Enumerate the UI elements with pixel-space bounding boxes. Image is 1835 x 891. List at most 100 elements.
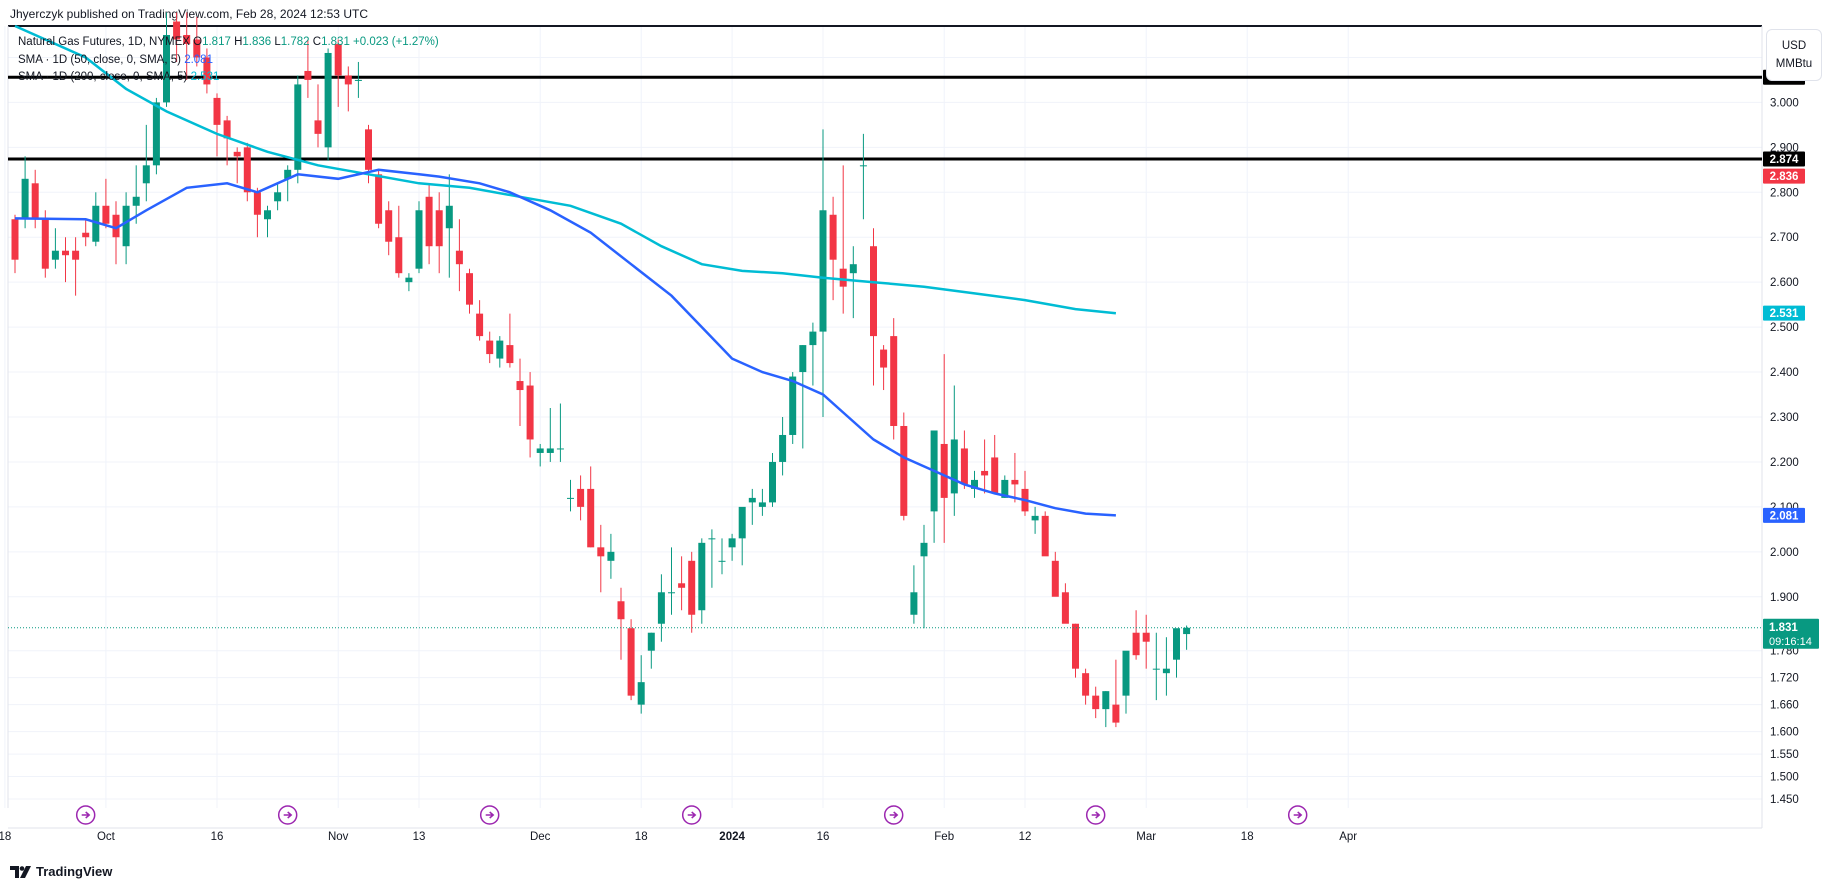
candle-body (163, 34, 170, 103)
candle (1061, 583, 1069, 624)
event-marker-arrow (1293, 811, 1303, 819)
candle-body (253, 192, 261, 215)
candle-body (799, 345, 807, 373)
candle-body (466, 273, 473, 305)
time-tick-label: 2024 (719, 831, 745, 843)
sma50-legend-value: 2.081 (184, 53, 213, 66)
symbol-info-row[interactable]: Natural Gas Futures, 1D, NYMEX O1.817 H1… (18, 34, 439, 52)
price-change: +0.023 (+1.27%) (353, 36, 439, 48)
time-tick-label: Oct (97, 831, 116, 843)
candle-body (536, 448, 544, 453)
candle-body (72, 250, 80, 260)
candle (1011, 452, 1019, 503)
candle-body (223, 120, 231, 139)
price-label-bg (1763, 305, 1805, 321)
candle-body (920, 542, 928, 557)
candle-body (334, 43, 342, 76)
candle (930, 430, 938, 543)
candle (354, 61, 362, 98)
candle-body (526, 385, 534, 440)
sma50-legend-row[interactable]: SMA · 1D (50, close, 0, SMA, 5) 2.081 (18, 52, 439, 70)
candle-body (102, 205, 110, 224)
price-label-bg (1763, 507, 1805, 523)
candle (546, 408, 554, 462)
candle (102, 178, 110, 229)
candle (294, 75, 302, 184)
candle (405, 273, 413, 292)
candle-body (708, 538, 716, 540)
candle (849, 246, 857, 319)
candle-body (577, 488, 585, 507)
candle (466, 268, 473, 314)
event-marker-arrow (1091, 811, 1101, 819)
candle-body (405, 277, 413, 283)
candle-body (132, 196, 140, 206)
event-marker-icon (479, 805, 500, 825)
candle (819, 129, 827, 417)
candle (203, 48, 211, 94)
candle (870, 228, 877, 386)
candle-body (1082, 673, 1090, 696)
ohlc-low-label: L (274, 36, 281, 48)
candle-body (314, 120, 322, 134)
candle-body (1142, 632, 1150, 642)
candle (910, 565, 918, 624)
ohlc-open-value: 1.817 (202, 36, 231, 48)
candle-body (324, 52, 332, 148)
candle (880, 345, 888, 391)
tradingview-logo-icon (10, 865, 31, 878)
candle-body (496, 340, 504, 359)
price-label-text: 2.874 (1770, 154, 1799, 166)
candle-body (1132, 632, 1140, 656)
candle (264, 205, 271, 238)
candle-body (385, 210, 393, 242)
candle-body (758, 502, 766, 507)
candle (718, 538, 726, 575)
symbol-name: Natural Gas Futures, 1D, NYMEX (18, 36, 190, 48)
candle-body (1122, 650, 1130, 696)
candle (62, 237, 69, 283)
candle (486, 331, 494, 364)
candle (940, 354, 948, 543)
price-axis-value-label: 2.836 (1763, 168, 1805, 184)
ohlc-high-label: H (234, 36, 243, 48)
candle-body (718, 560, 726, 562)
candle-body (748, 497, 756, 503)
candle (900, 412, 908, 521)
time-tick-label: 13 (413, 831, 426, 843)
candle (274, 183, 282, 211)
tradingview-logo[interactable]: TradingView (10, 864, 112, 879)
candle (950, 385, 958, 516)
candle-body (304, 70, 312, 80)
candle (344, 66, 352, 112)
candle-body (122, 205, 130, 247)
candle (728, 533, 736, 561)
candle-body (476, 313, 484, 337)
candle (41, 210, 49, 278)
candle-body (617, 601, 625, 620)
candle (183, 12, 191, 80)
candle-body (1051, 560, 1059, 597)
candle-body (152, 102, 160, 166)
candle-body (1092, 695, 1100, 710)
time-axis: 18 Oct 16 Nov 13 Dec 18 2024 16 Feb 12 Mar 18 Apr (0, 831, 1357, 843)
price-axis-value-label: 2.531 (1763, 305, 1805, 321)
candle-body (668, 592, 675, 594)
candle (11, 214, 19, 274)
candle (496, 336, 504, 368)
price-tick-label: 2.200 (1770, 457, 1799, 469)
candle-body (415, 210, 423, 269)
candle-body (1183, 627, 1191, 635)
candle (304, 39, 312, 98)
unit-selector[interactable]: USD MMBtu (1766, 29, 1822, 81)
event-marker-arrow (889, 811, 899, 819)
candle-body (607, 551, 615, 561)
candle (688, 551, 696, 633)
candle-body (880, 349, 888, 368)
candle-body (365, 129, 372, 170)
candle (627, 619, 635, 701)
price-tick-label: 2.700 (1770, 232, 1799, 244)
price-axis-value-label: 2.874 (1763, 151, 1805, 167)
sma200-legend-row[interactable]: SMA · 1D (200, close, 0, SMA, 5) 2.531 (18, 69, 439, 87)
